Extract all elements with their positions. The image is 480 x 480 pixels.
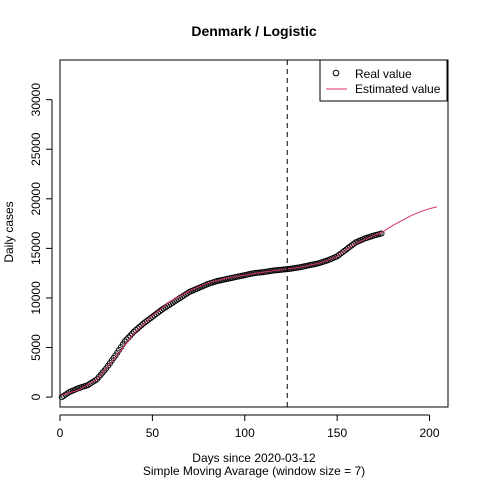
legend-label-estimated: Estimated value — [355, 82, 441, 96]
y-tick-label: 0 — [29, 393, 43, 400]
data-point-real — [134, 325, 141, 332]
data-point-real — [132, 327, 139, 334]
y-tick-label: 10000 — [29, 281, 43, 315]
data-point-real — [136, 323, 143, 330]
x-tick-label: 200 — [420, 426, 440, 440]
axes: 0 50 100 150 200 0 5000 10000 15000 20000 25000 300… — [29, 59, 449, 440]
y-tick-label: 5000 — [29, 334, 43, 361]
x-tick-label: 0 — [57, 426, 64, 440]
x-axis-sublabel: Simple Moving Avarage (window size = 7) — [143, 464, 365, 478]
plot-area — [58, 60, 438, 407]
y-tick-label: 20000 — [29, 182, 43, 216]
legend-marker-real — [332, 69, 340, 77]
data-point-real — [138, 322, 145, 329]
estimated-line — [61, 206, 438, 396]
legend-label-real: Real value — [355, 67, 412, 81]
chart-title: Denmark / Logistic — [191, 23, 316, 39]
legend-box — [319, 59, 448, 102]
x-tick-label: 100 — [235, 426, 255, 440]
y-tick-label: 30000 — [29, 83, 43, 117]
plot-frame — [59, 59, 449, 408]
x-tick-label: 50 — [146, 426, 160, 440]
x-axis-label: Days since 2020-03-12 — [192, 451, 316, 465]
y-tick-label: 15000 — [29, 231, 43, 265]
y-axis-label: Daily cases — [2, 201, 16, 262]
legend: Real value Estimated value — [319, 59, 448, 102]
y-tick-label: 25000 — [29, 132, 43, 166]
x-tick-label: 150 — [327, 426, 347, 440]
